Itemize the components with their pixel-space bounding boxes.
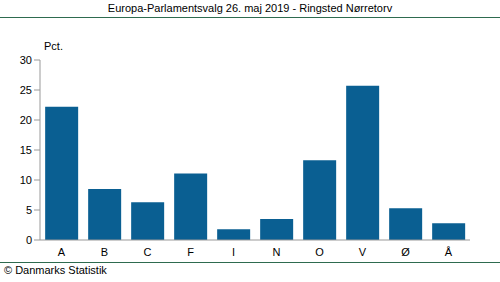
svg-text:B: B: [101, 246, 108, 258]
svg-text:30: 30: [20, 54, 32, 66]
svg-text:C: C: [144, 246, 152, 258]
svg-text:N: N: [273, 246, 281, 258]
svg-text:25: 25: [20, 84, 32, 96]
svg-text:5: 5: [26, 204, 32, 216]
svg-text:Å: Å: [445, 246, 453, 258]
svg-text:V: V: [359, 246, 367, 258]
svg-text:10: 10: [20, 174, 32, 186]
html-text:Pct.: Pct.: [44, 40, 63, 52]
svg-text:20: 20: [20, 114, 32, 126]
svg-text:I: I: [232, 246, 235, 258]
html-text:Europa-Parlamentsvalg 26. maj: Europa-Parlamentsvalg 26. maj 2019 - Rin…: [107, 2, 393, 14]
svg-text:O: O: [315, 246, 324, 258]
svg-text:A: A: [58, 246, 66, 258]
svg-text:0: 0: [26, 234, 32, 246]
html-text:© Danmarks Statistik: © Danmarks Statistik: [4, 264, 107, 276]
svg-text:15: 15: [20, 144, 32, 156]
svg-text:Ø: Ø: [401, 246, 410, 258]
svg-text:F: F: [187, 246, 194, 258]
